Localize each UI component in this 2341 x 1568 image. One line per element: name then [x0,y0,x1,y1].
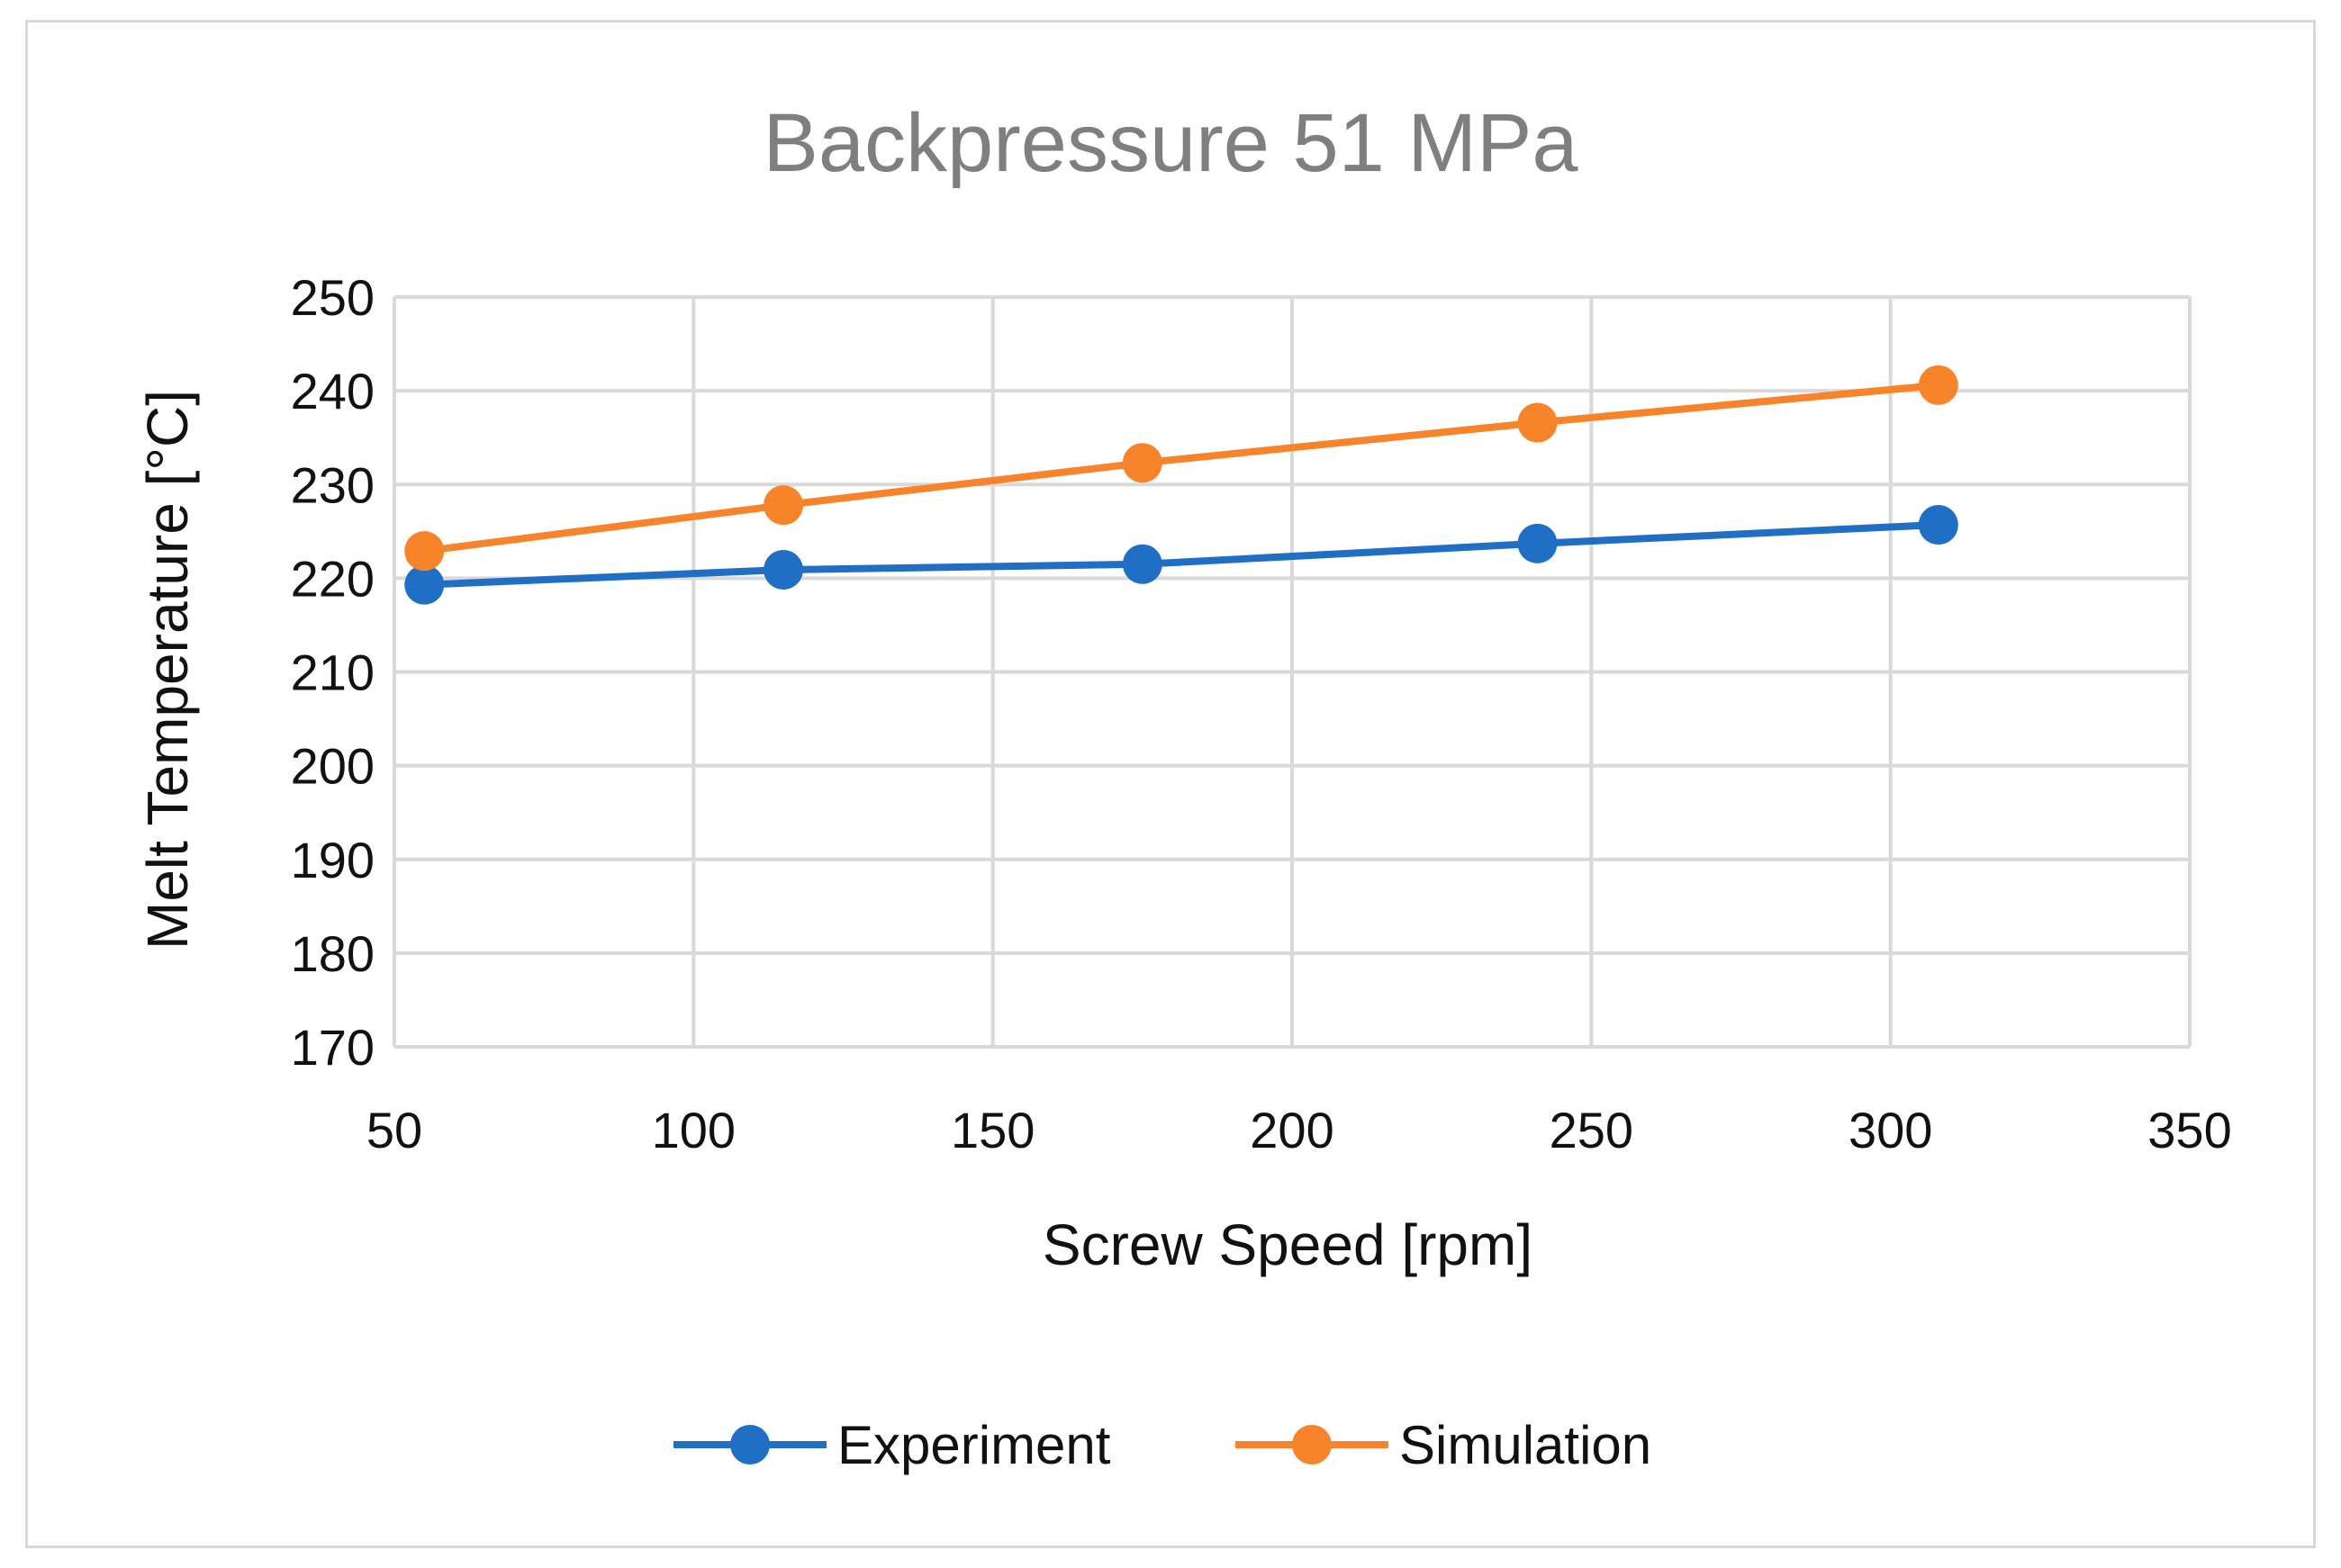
x-tick-label: 350 [2147,1102,2231,1158]
simulation-point [1918,365,1958,405]
y-tick-label: 230 [291,456,375,513]
y-tick-label: 240 [291,363,375,419]
experiment-point [1122,544,1162,584]
y-tick-label: 210 [291,644,375,701]
series-experiment [404,505,1958,605]
y-tick-label: 170 [291,1019,375,1076]
x-axis-title: Screw Speed [rpm] [1043,1212,1532,1277]
simulation-point [1517,402,1558,443]
x-tick-label: 50 [366,1102,422,1158]
simulation-point [404,531,445,572]
y-tick-label: 250 [291,269,375,326]
series [404,365,1958,605]
legend-item-experiment: Experiment [673,1415,1111,1475]
simulation-line [420,381,1942,555]
x-tick-label: 250 [1550,1102,1633,1158]
legend-item-simulation: Simulation [1235,1415,1651,1475]
simulation-point [1122,443,1162,483]
series-simulation [404,365,1958,572]
experiment-line [420,521,1942,589]
legend-label-simulation: Simulation [1399,1415,1651,1475]
x-tick-label: 100 [652,1102,736,1158]
simulation-point [764,485,804,526]
chart-title: Backpressure 51 MPa [763,97,1578,189]
x-tick-label: 150 [951,1102,1035,1158]
legend-marker-simulation [1292,1425,1332,1464]
x-tick-label: 300 [1848,1102,1932,1158]
legend: Experiment Simulation [673,1415,1651,1475]
chart-frame [25,20,2316,1548]
y-axis-title: Melt Temperature [°C] [135,390,200,950]
legend-marker-experiment [730,1425,770,1464]
experiment-point [1517,523,1558,563]
experiment-point [404,564,445,605]
experiment-point [764,550,804,590]
y-tick-label: 200 [291,738,375,795]
y-tick-label: 190 [291,832,375,888]
y-tick-label: 220 [291,550,375,607]
legend-label-experiment: Experiment [837,1415,1111,1475]
tick-labels: 170 180 190 200 210 220 230 240 250 50 100 150 200 25… [291,269,2232,1158]
y-tick-label: 180 [291,925,375,982]
grid [393,295,2192,1049]
x-tick-label: 200 [1250,1102,1333,1158]
experiment-point [1918,505,1958,545]
